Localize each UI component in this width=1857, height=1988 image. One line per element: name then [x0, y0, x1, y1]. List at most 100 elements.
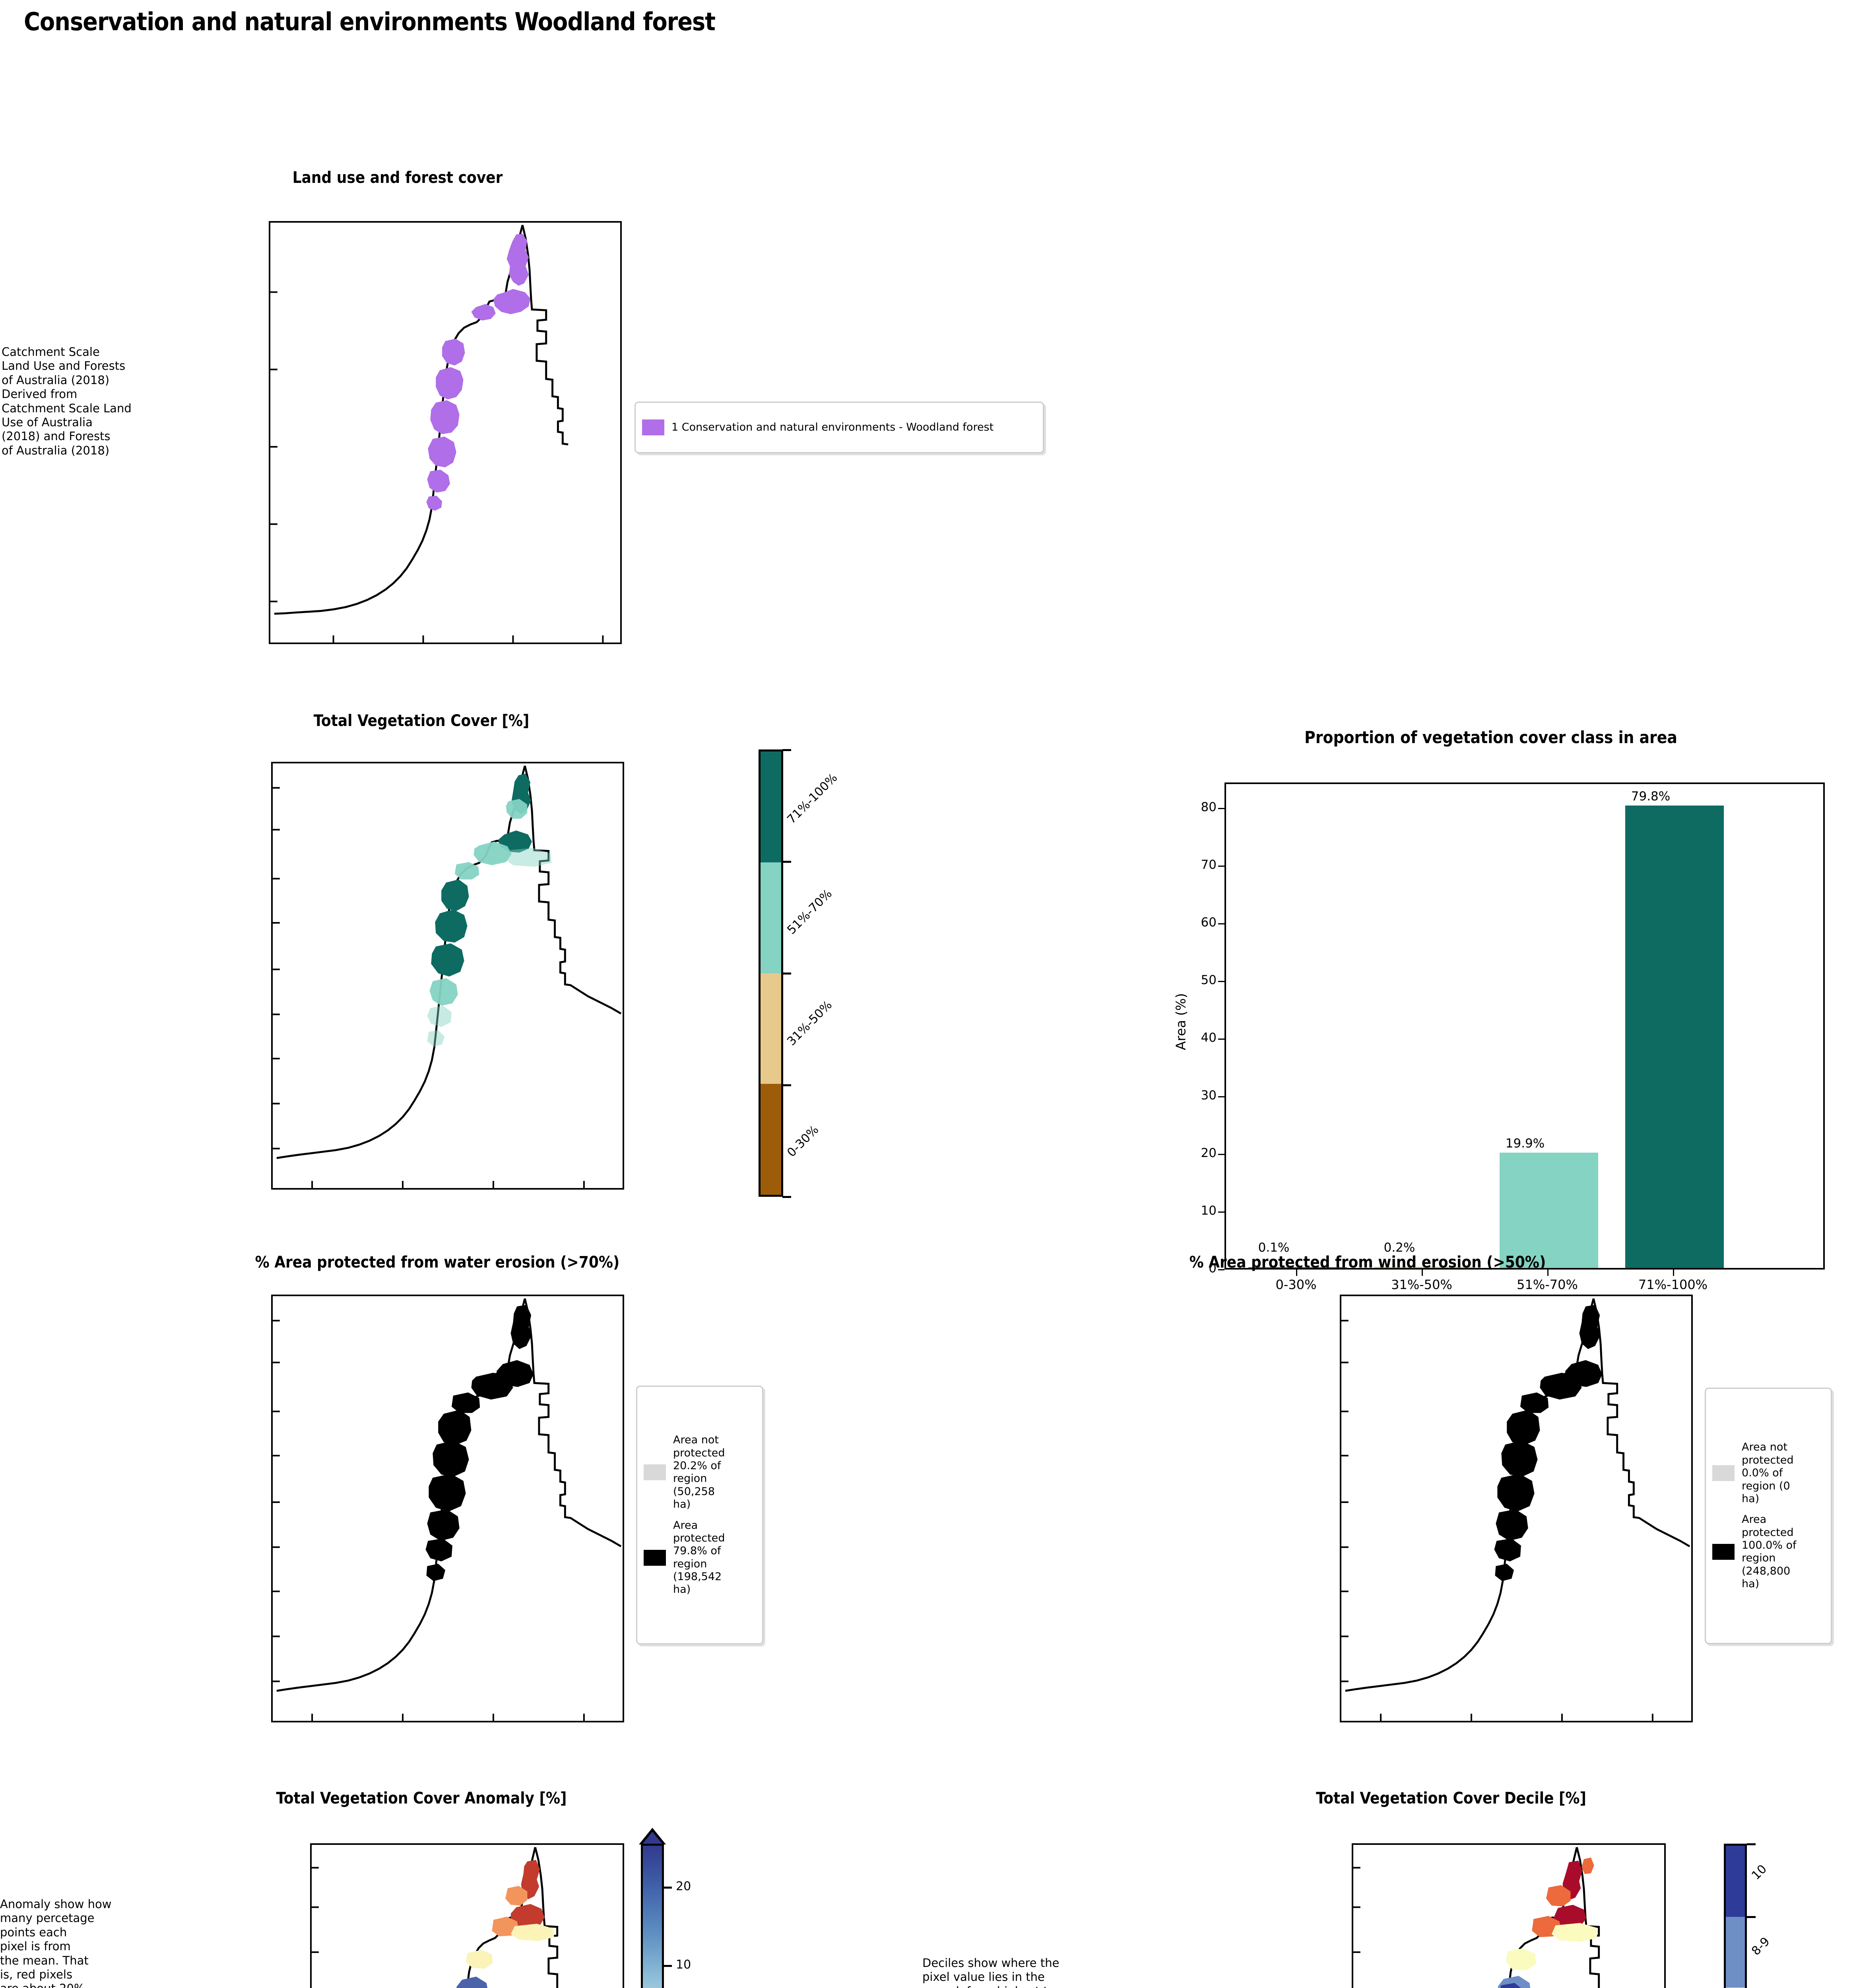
vegcover-colorbar-label-31-50: 31%-50%	[784, 998, 835, 1048]
y-tick-30: 30	[1201, 1088, 1217, 1103]
x-tick-0-30: 0-30%	[1275, 1277, 1317, 1292]
wind-erosion-map[interactable]	[1340, 1295, 1693, 1722]
y-tick-mark-40	[1218, 1039, 1224, 1040]
vegcover-pixels	[427, 773, 552, 1047]
y-tick-70: 70	[1201, 858, 1217, 872]
decile-colorbar-seg-8-9	[1726, 1916, 1745, 1988]
decile-label-10: 10	[1749, 1862, 1770, 1883]
y-tick-mark-70	[1218, 866, 1224, 867]
water-erosion-panel-title: % Area protected from water erosion (>70…	[255, 1253, 620, 1272]
x-tick-mark-0-30	[1296, 1270, 1297, 1276]
decile-map[interactable]	[1352, 1843, 1666, 1988]
y-tick-80: 80	[1201, 800, 1217, 814]
vegcover-colorbar-label-71-100: 71%-100%	[784, 771, 840, 827]
y-tick-mark-60	[1218, 923, 1224, 924]
y-tick-50: 50	[1201, 973, 1217, 987]
vegcover-colorbar-seg-31-50	[761, 973, 781, 1084]
y-tick-mark-80	[1218, 808, 1224, 809]
water-erosion-map[interactable]	[271, 1295, 624, 1722]
water-erosion-swatch-not-protected	[644, 1464, 666, 1481]
proportion-bar-chart[interactable]: Proportion of vegetation cover class in …	[1153, 712, 1829, 1319]
anomaly-colorbar-arrow-max-fill	[641, 1832, 664, 1845]
vegcover-colorbar-seg-71-100	[761, 751, 781, 862]
bar-value-label-0-30: 0.1%	[1258, 1241, 1290, 1255]
vegcover-colorbar-seg-0-30	[761, 1084, 781, 1195]
y-tick-0: 0	[1209, 1261, 1217, 1276]
water-erosion-protected-pixels	[425, 1305, 534, 1581]
x-tick-mark-51-70	[1547, 1270, 1548, 1276]
x-tick-mark-31-50	[1422, 1270, 1423, 1276]
y-tick-10: 10	[1201, 1204, 1217, 1218]
anomaly-tick-label-20: 20	[676, 1879, 691, 1893]
decile-pixels	[1498, 1857, 1597, 1988]
decile-note: Deciles show where the pixel value lies …	[922, 1956, 1059, 1988]
bar-0-30[interactable]	[1248, 1267, 1347, 1268]
water-erosion-label-not-protected: Area not protected 20.2% of region (50,2…	[673, 1434, 725, 1511]
anomaly-panel-title: Total Vegetation Cover Anomaly [%]	[276, 1789, 567, 1807]
anomaly-colorbar[interactable]	[639, 1828, 666, 1988]
y-tick-mark-50	[1218, 981, 1224, 982]
water-erosion-label-protected: Area protected 79.8% of region (198,542 …	[673, 1519, 725, 1596]
wind-erosion-legend-row-not-protected[interactable]: Area not protected 0.0% of region (0 ha)	[1712, 1441, 1824, 1505]
y-tick-60: 60	[1201, 915, 1217, 930]
landuse-map[interactable]	[269, 221, 622, 644]
landuse-legend[interactable]: 1 Conservation and natural environments …	[635, 402, 1044, 453]
anomaly-pixels	[456, 1860, 554, 1988]
wind-erosion-legend-row-protected[interactable]: Area protected 100.0% of region (248,800…	[1712, 1513, 1824, 1590]
bar-51-70[interactable]	[1500, 1153, 1598, 1268]
y-tick-mark-20	[1218, 1154, 1224, 1155]
wind-erosion-swatch-protected	[1712, 1544, 1735, 1560]
decile-label-8-9: 8-9	[1749, 1934, 1773, 1958]
vegcover-map-svg	[273, 765, 622, 1188]
landuse-legend-swatch	[642, 419, 664, 435]
wind-erosion-label-not-protected: Area not protected 0.0% of region (0 ha)	[1742, 1441, 1794, 1505]
y-tick-mark-10	[1218, 1211, 1224, 1213]
wind-erosion-panel-title: % Area protected from wind erosion (>50%…	[1189, 1253, 1546, 1272]
vegcover-colorbar-seg-51-70	[761, 862, 781, 973]
bar-31-50[interactable]	[1374, 1267, 1473, 1268]
anomaly-tick-label-10: 10	[676, 1958, 691, 1972]
water-erosion-swatch-protected	[644, 1549, 666, 1566]
x-tick-mark-71-100	[1673, 1270, 1674, 1276]
landuse-map-svg	[270, 225, 604, 643]
landuse-panel-title: Land use and forest cover	[292, 169, 503, 187]
vegcover-colorbar-label-0-30: 0-30%	[784, 1122, 822, 1160]
wind-erosion-legend[interactable]: Area not protected 0.0% of region (0 ha)…	[1705, 1388, 1832, 1644]
bar-value-label-51-70: 19.9%	[1505, 1136, 1545, 1151]
decile-panel-title: Total Vegetation Cover Decile [%]	[1316, 1789, 1586, 1807]
bar-71-100[interactable]	[1625, 806, 1724, 1268]
anomaly-map[interactable]	[310, 1843, 624, 1988]
anomaly-colorbar-gradient	[641, 1844, 664, 1988]
bar-chart-y-axis-label: Area (%)	[1173, 993, 1189, 1050]
y-tick-mark-30	[1218, 1096, 1224, 1097]
wind-erosion-protected-pixels	[1494, 1305, 1603, 1581]
landuse-cover-pixels	[426, 233, 531, 511]
x-tick-51-70: 51%-70%	[1517, 1277, 1578, 1292]
y-tick-40: 40	[1201, 1031, 1217, 1045]
vegcover-colorbar-label-51-70: 51%-70%	[784, 887, 835, 937]
bar-chart-plot-area	[1224, 782, 1825, 1270]
landuse-source-note: Catchment Scale Land Use and Forests of …	[2, 345, 132, 457]
y-tick-20: 20	[1201, 1146, 1217, 1160]
bar-chart-title: Proportion of vegetation cover class in …	[1304, 728, 1677, 747]
page-title: Conservation and natural environments Wo…	[24, 7, 716, 36]
vegcover-map[interactable]	[271, 762, 624, 1190]
wind-erosion-map-svg	[1341, 1298, 1690, 1721]
water-erosion-legend[interactable]: Area not protected 20.2% of region (50,2…	[636, 1386, 763, 1644]
decile-colorbar-seg-10	[1726, 1846, 1745, 1917]
water-erosion-legend-row-not-protected[interactable]: Area not protected 20.2% of region (50,2…	[644, 1434, 756, 1511]
bar-value-label-71-100: 79.8%	[1631, 789, 1671, 804]
water-erosion-map-svg	[273, 1298, 622, 1721]
y-tick-mark-0	[1218, 1269, 1224, 1270]
decile-colorbar[interactable]	[1724, 1844, 1747, 1988]
x-tick-31-50: 31%-50%	[1391, 1277, 1452, 1292]
wind-erosion-swatch-not-protected	[1712, 1465, 1735, 1481]
decile-map-svg	[1353, 1847, 1600, 1988]
x-tick-71-100: 71%-100%	[1638, 1277, 1708, 1292]
water-erosion-legend-row-protected[interactable]: Area protected 79.8% of region (198,542 …	[644, 1519, 756, 1596]
landuse-legend-label: 1 Conservation and natural environments …	[671, 421, 994, 434]
anomaly-note: Anomaly show how many percetage points e…	[0, 1897, 112, 1988]
bar-value-label-31-50: 0.2%	[1384, 1241, 1415, 1255]
wind-erosion-label-protected: Area protected 100.0% of region (248,800…	[1742, 1513, 1797, 1590]
vegcover-colorbar[interactable]	[759, 749, 783, 1197]
